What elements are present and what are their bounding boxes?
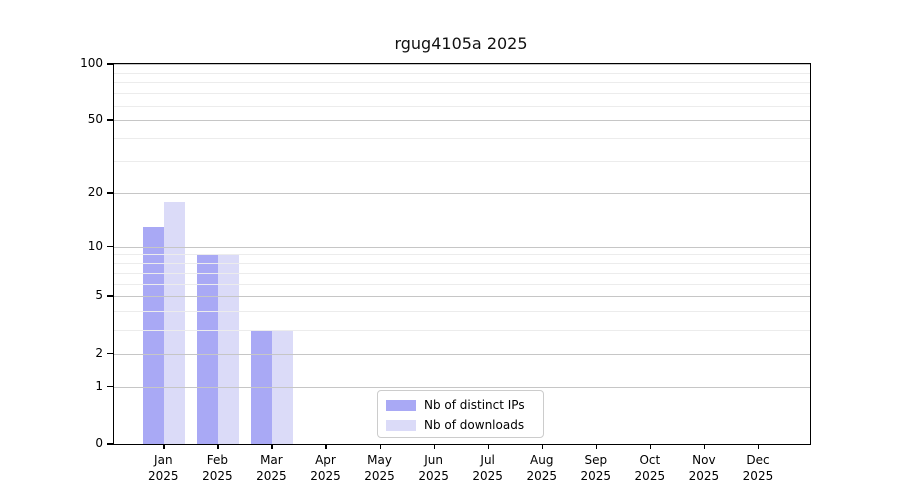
year-label: 2025 — [256, 469, 287, 483]
x-tick-label-may: May 2025 — [352, 452, 408, 484]
y-tick-mark-20 — [107, 192, 113, 194]
x-tick-mark-may — [379, 444, 382, 449]
year-label: 2025 — [364, 469, 395, 483]
x-tick-mark-dec — [757, 444, 760, 449]
minor-gridline-7 — [114, 272, 810, 274]
minor-gridline-70 — [114, 93, 810, 95]
year-label: 2025 — [688, 469, 720, 483]
x-tick-label-aug: Aug 2025 — [514, 452, 570, 484]
year-label: 2025 — [526, 469, 557, 483]
x-tick-label-jan: Jan 2025 — [135, 452, 191, 484]
x-tick-label-oct: Oct 2025 — [622, 452, 678, 484]
month-label: May — [367, 453, 392, 467]
x-tick-label-feb: Feb 2025 — [189, 452, 245, 484]
legend-item-distinct-ips: Nb of distinct IPs — [386, 395, 543, 415]
y-tick-mark-0 — [107, 443, 113, 445]
bar-nb-of-distinct-ips-jan — [143, 226, 165, 444]
y-tick-mark-10 — [107, 245, 113, 248]
year-label: 2025 — [202, 469, 233, 483]
minor-gridline-60 — [114, 105, 810, 107]
legend: Nb of distinct IPs Nb of downloads — [377, 390, 544, 438]
month-label: Jul — [480, 453, 495, 467]
minor-gridline-4 — [114, 311, 810, 313]
legend-swatch-downloads — [386, 419, 416, 431]
y-tick-label-5: 5 — [95, 288, 103, 303]
x-tick-label-dec: Dec 2025 — [730, 452, 786, 484]
year-label: 2025 — [472, 469, 503, 483]
y-tick-mark-2 — [107, 352, 113, 355]
plot-area — [113, 63, 811, 445]
bar-nb-of-downloads-jan — [164, 201, 186, 444]
minor-gridline-9 — [114, 254, 810, 256]
major-gridline-5 — [114, 296, 810, 298]
x-tick-mark-jul — [487, 444, 490, 449]
month-label: Aug — [530, 453, 554, 467]
month-label: Feb — [206, 453, 228, 467]
major-gridline-10 — [114, 246, 810, 248]
year-label: 2025 — [634, 469, 666, 483]
legend-label-distinct-ips: Nb of distinct IPs — [424, 398, 525, 412]
legend-swatch-distinct-ips — [386, 399, 416, 411]
legend-label-downloads: Nb of downloads — [424, 418, 525, 432]
minor-gridline-3 — [114, 329, 810, 331]
y-tick-label-1: 1 — [95, 378, 103, 393]
x-tick-mark-nov — [703, 444, 706, 449]
y-tick-label-20: 20 — [87, 185, 103, 200]
major-gridline-50 — [114, 120, 810, 122]
minor-gridline-30 — [114, 161, 810, 163]
month-label: Jan — [154, 453, 173, 467]
y-tick-mark-5 — [107, 295, 113, 297]
x-tick-label-sep: Sep 2025 — [568, 452, 624, 484]
y-tick-mark-100 — [107, 63, 113, 65]
year-label: 2025 — [742, 469, 774, 483]
chart-title: rgug4105a 2025 — [394, 34, 528, 53]
minor-gridline-40 — [114, 138, 810, 140]
month-label: Jun — [424, 453, 443, 467]
x-tick-label-jun: Jun 2025 — [406, 452, 462, 484]
year-label: 2025 — [310, 469, 341, 483]
minor-gridline-8 — [114, 263, 810, 265]
x-tick-mark-jan — [163, 444, 165, 449]
month-label: Dec — [746, 453, 770, 467]
major-gridline-20 — [114, 193, 810, 195]
y-tick-label-100: 100 — [80, 56, 103, 70]
minor-gridline-80 — [114, 82, 810, 84]
year-label: 2025 — [148, 469, 179, 483]
y-tick-label-50: 50 — [87, 112, 103, 127]
major-gridline-100 — [114, 64, 810, 65]
x-tick-mark-mar — [271, 444, 273, 449]
x-tick-label-apr: Apr 2025 — [297, 452, 353, 484]
x-tick-mark-aug — [541, 444, 544, 449]
x-tick-mark-feb — [217, 444, 219, 449]
year-label: 2025 — [418, 469, 449, 483]
y-tick-label-2: 2 — [95, 345, 103, 360]
x-tick-mark-apr — [325, 444, 327, 449]
legend-item-downloads: Nb of downloads — [386, 415, 543, 435]
month-label: Mar — [260, 453, 283, 467]
x-tick-mark-jun — [433, 444, 436, 449]
month-label: Nov — [692, 453, 716, 467]
x-tick-mark-sep — [595, 444, 598, 449]
major-gridline-1 — [114, 386, 810, 388]
month-label: Apr — [315, 453, 336, 467]
x-tick-label-nov: Nov 2025 — [676, 452, 732, 484]
bar-nb-of-distinct-ips-feb — [197, 254, 219, 444]
x-tick-label-jul: Jul 2025 — [460, 452, 516, 484]
y-tick-label-10: 10 — [87, 238, 103, 253]
x-tick-label-mar: Mar 2025 — [243, 452, 299, 484]
bar-nb-of-downloads-feb — [218, 254, 240, 444]
y-tick-mark-50 — [107, 119, 113, 121]
month-label: Oct — [639, 453, 661, 467]
major-gridline-2 — [114, 353, 810, 355]
y-tick-mark-1 — [107, 385, 113, 388]
x-tick-mark-oct — [649, 444, 652, 449]
y-tick-label-0: 0 — [95, 436, 103, 450]
year-label: 2025 — [580, 469, 612, 483]
minor-gridline-6 — [114, 283, 810, 285]
month-label: Sep — [584, 453, 608, 467]
minor-gridline-90 — [114, 72, 810, 74]
